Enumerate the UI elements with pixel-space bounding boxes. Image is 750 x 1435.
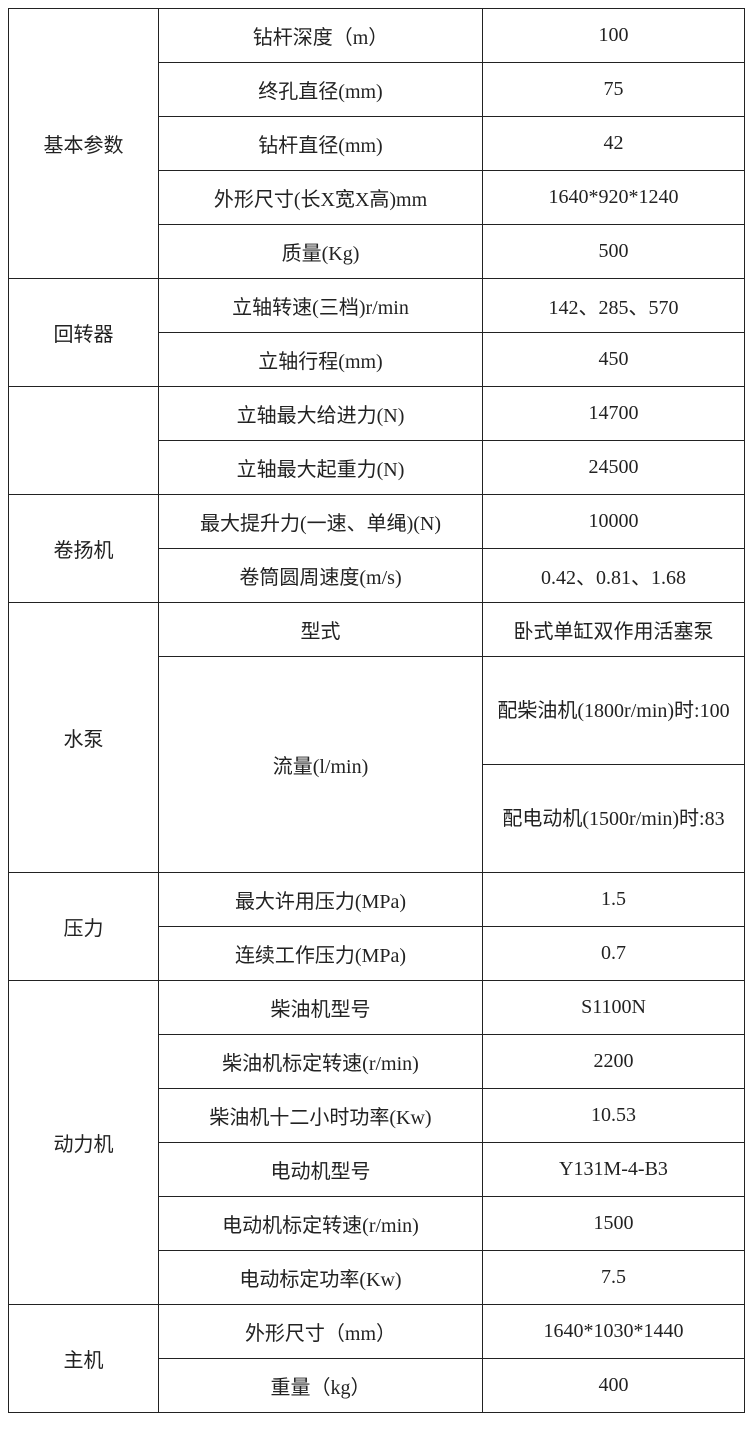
value-cell: 1640*1030*1440 (482, 1304, 745, 1359)
parameter-cell: 流量(l/min) (158, 656, 483, 873)
value-cell: 500 (482, 224, 745, 279)
parameter-cell: 电动机标定转速(r/min) (158, 1196, 483, 1251)
table-row: 主机 外形尺寸（mm） 1640*1030*1440 (8, 1304, 745, 1413)
group-name-cell: 水泵 (8, 602, 159, 873)
table-row: 基本参数 钻杆深度（m） 100 (8, 8, 745, 279)
value-cell: 142、285、570 (482, 278, 745, 333)
parameter-cell: 外形尺寸(长X宽X高)mm (158, 170, 483, 225)
table-row: 流量(l/min) 配柴油机(1800r/min)时:100 (9, 656, 745, 873)
parameter-cell: 重量（kg） (158, 1358, 483, 1413)
value-cell: 配柴油机(1800r/min)时:100 (482, 656, 745, 765)
parameter-cell: 连续工作压力(MPa) (158, 926, 483, 981)
value-cell: 0.42、0.81、1.68 (482, 548, 745, 603)
group-name-cell: 回转器 (8, 278, 159, 387)
table-row: 配电动机(1500r/min)时:83 (9, 764, 745, 873)
table-row: 钻杆直径(mm) 42 (9, 116, 745, 171)
parameter-cell: 外形尺寸（mm） (158, 1304, 483, 1359)
group-name-cell: 主机 (8, 1304, 159, 1413)
table-row: 电动机型号 Y131M-4-B3 (9, 1142, 745, 1197)
value-cell: 10.53 (482, 1088, 745, 1143)
table-row: 电动标定功率(Kw) 7.5 (9, 1250, 745, 1305)
parameter-cell: 钻杆直径(mm) (158, 116, 483, 171)
value-cell: 100 (482, 8, 745, 63)
group-name-cell: 压力 (8, 872, 159, 981)
group-name-cell (8, 386, 159, 495)
table-row: 柴油机十二小时功率(Kw) 10.53 (9, 1088, 745, 1143)
table-row: 电动机标定转速(r/min) 1500 (9, 1196, 745, 1251)
value-cell: 卧式单缸双作用活塞泵 (482, 602, 745, 657)
value-cell: 75 (482, 62, 745, 117)
value-cell: 24500 (482, 440, 745, 495)
value-cell: 2200 (482, 1034, 745, 1089)
spec-table-body: 基本参数 钻杆深度（m） 100 终孔直径(mm) 75 钻杆直径(mm) 42 外形尺寸(长… (8, 8, 745, 1413)
parameter-cell: 质量(Kg) (158, 224, 483, 279)
value-cell: S1100N (482, 980, 745, 1035)
parameter-cell: 终孔直径(mm) (158, 62, 483, 117)
table-row: 水泵 型式 卧式单缸双作用活塞泵 (8, 602, 745, 873)
value-cell: 7.5 (482, 1250, 745, 1305)
parameter-cell: 卷筒圆周速度(m/s) (158, 548, 483, 603)
group-name-cell: 动力机 (8, 980, 159, 1305)
parameter-cell: 电动标定功率(Kw) (158, 1250, 483, 1305)
parameter-cell: 钻杆深度（m） (158, 8, 483, 63)
table-row: 终孔直径(mm) 75 (9, 62, 745, 117)
table-row: 重量（kg） 400 (9, 1358, 745, 1413)
parameter-cell: 立轴行程(mm) (158, 332, 483, 387)
parameter-cell: 柴油机型号 (158, 980, 483, 1035)
value-cell: 1500 (482, 1196, 745, 1251)
table-row: 立轴最大起重力(N) 24500 (9, 440, 745, 495)
table-row: 质量(Kg) 500 (9, 224, 745, 279)
value-cell: 400 (482, 1358, 745, 1413)
parameter-cell: 立轴最大起重力(N) (158, 440, 483, 495)
spec-table: 基本参数 钻杆深度（m） 100 终孔直径(mm) 75 钻杆直径(mm) 42 外形尺寸(长… (8, 8, 745, 1413)
group-name-cell: 基本参数 (8, 8, 159, 279)
table-row: 压力 最大许用压力(MPa) 1.5 (8, 872, 745, 981)
value-cell: 14700 (482, 386, 745, 441)
parameter-cell: 立轴转速(三档)r/min (158, 278, 483, 333)
table-row: 外形尺寸(长X宽X高)mm 1640*920*1240 (9, 170, 745, 225)
table-row: 连续工作压力(MPa) 0.7 (9, 926, 745, 981)
parameter-cell: 电动机型号 (158, 1142, 483, 1197)
parameter-cell: 最大许用压力(MPa) (158, 872, 483, 927)
table-row: 卷筒圆周速度(m/s) 0.42、0.81、1.68 (9, 548, 745, 603)
table-row: 立轴最大给进力(N) 14700 (8, 386, 745, 495)
table-row: 回转器 立轴转速(三档)r/min 142、285、570 (8, 278, 745, 387)
table-row: 柴油机标定转速(r/min) 2200 (9, 1034, 745, 1089)
value-cell: 配电动机(1500r/min)时:83 (482, 764, 745, 873)
parameter-cell: 柴油机十二小时功率(Kw) (158, 1088, 483, 1143)
parameter-cell: 型式 (158, 602, 483, 657)
parameter-cell: 立轴最大给进力(N) (158, 386, 483, 441)
table-row: 动力机 柴油机型号 S1100N (8, 980, 745, 1305)
value-cell: 1.5 (482, 872, 745, 927)
value-cell: Y131M-4-B3 (482, 1142, 745, 1197)
table-row: 立轴行程(mm) 450 (9, 332, 745, 387)
value-cell: 0.7 (482, 926, 745, 981)
value-cell: 450 (482, 332, 745, 387)
group-name-cell: 卷扬机 (8, 494, 159, 603)
parameter-cell: 最大提升力(一速、单绳)(N) (158, 494, 483, 549)
table-row: 卷扬机 最大提升力(一速、单绳)(N) 10000 (8, 494, 745, 603)
parameter-cell: 柴油机标定转速(r/min) (158, 1034, 483, 1089)
value-cell: 42 (482, 116, 745, 171)
value-cell: 1640*920*1240 (482, 170, 745, 225)
value-cell: 10000 (482, 494, 745, 549)
